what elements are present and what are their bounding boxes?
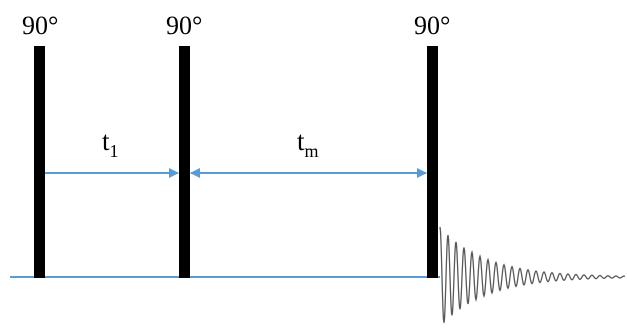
delay-label-tm: tm	[297, 126, 319, 161]
delay-tm-subscript: m	[305, 141, 319, 161]
fid-signal	[440, 227, 625, 323]
pulse-label-1: 90°	[22, 11, 58, 40]
delay-t1-subscript: 1	[110, 141, 119, 161]
pulse-bar-1	[34, 46, 45, 278]
delay-label-t1: t1	[102, 126, 119, 161]
pulse-bar-3	[427, 46, 438, 278]
pulse-bar-2	[179, 46, 190, 278]
pulse-label-2: 90°	[166, 11, 202, 40]
pulse-label-3: 90°	[414, 11, 450, 40]
